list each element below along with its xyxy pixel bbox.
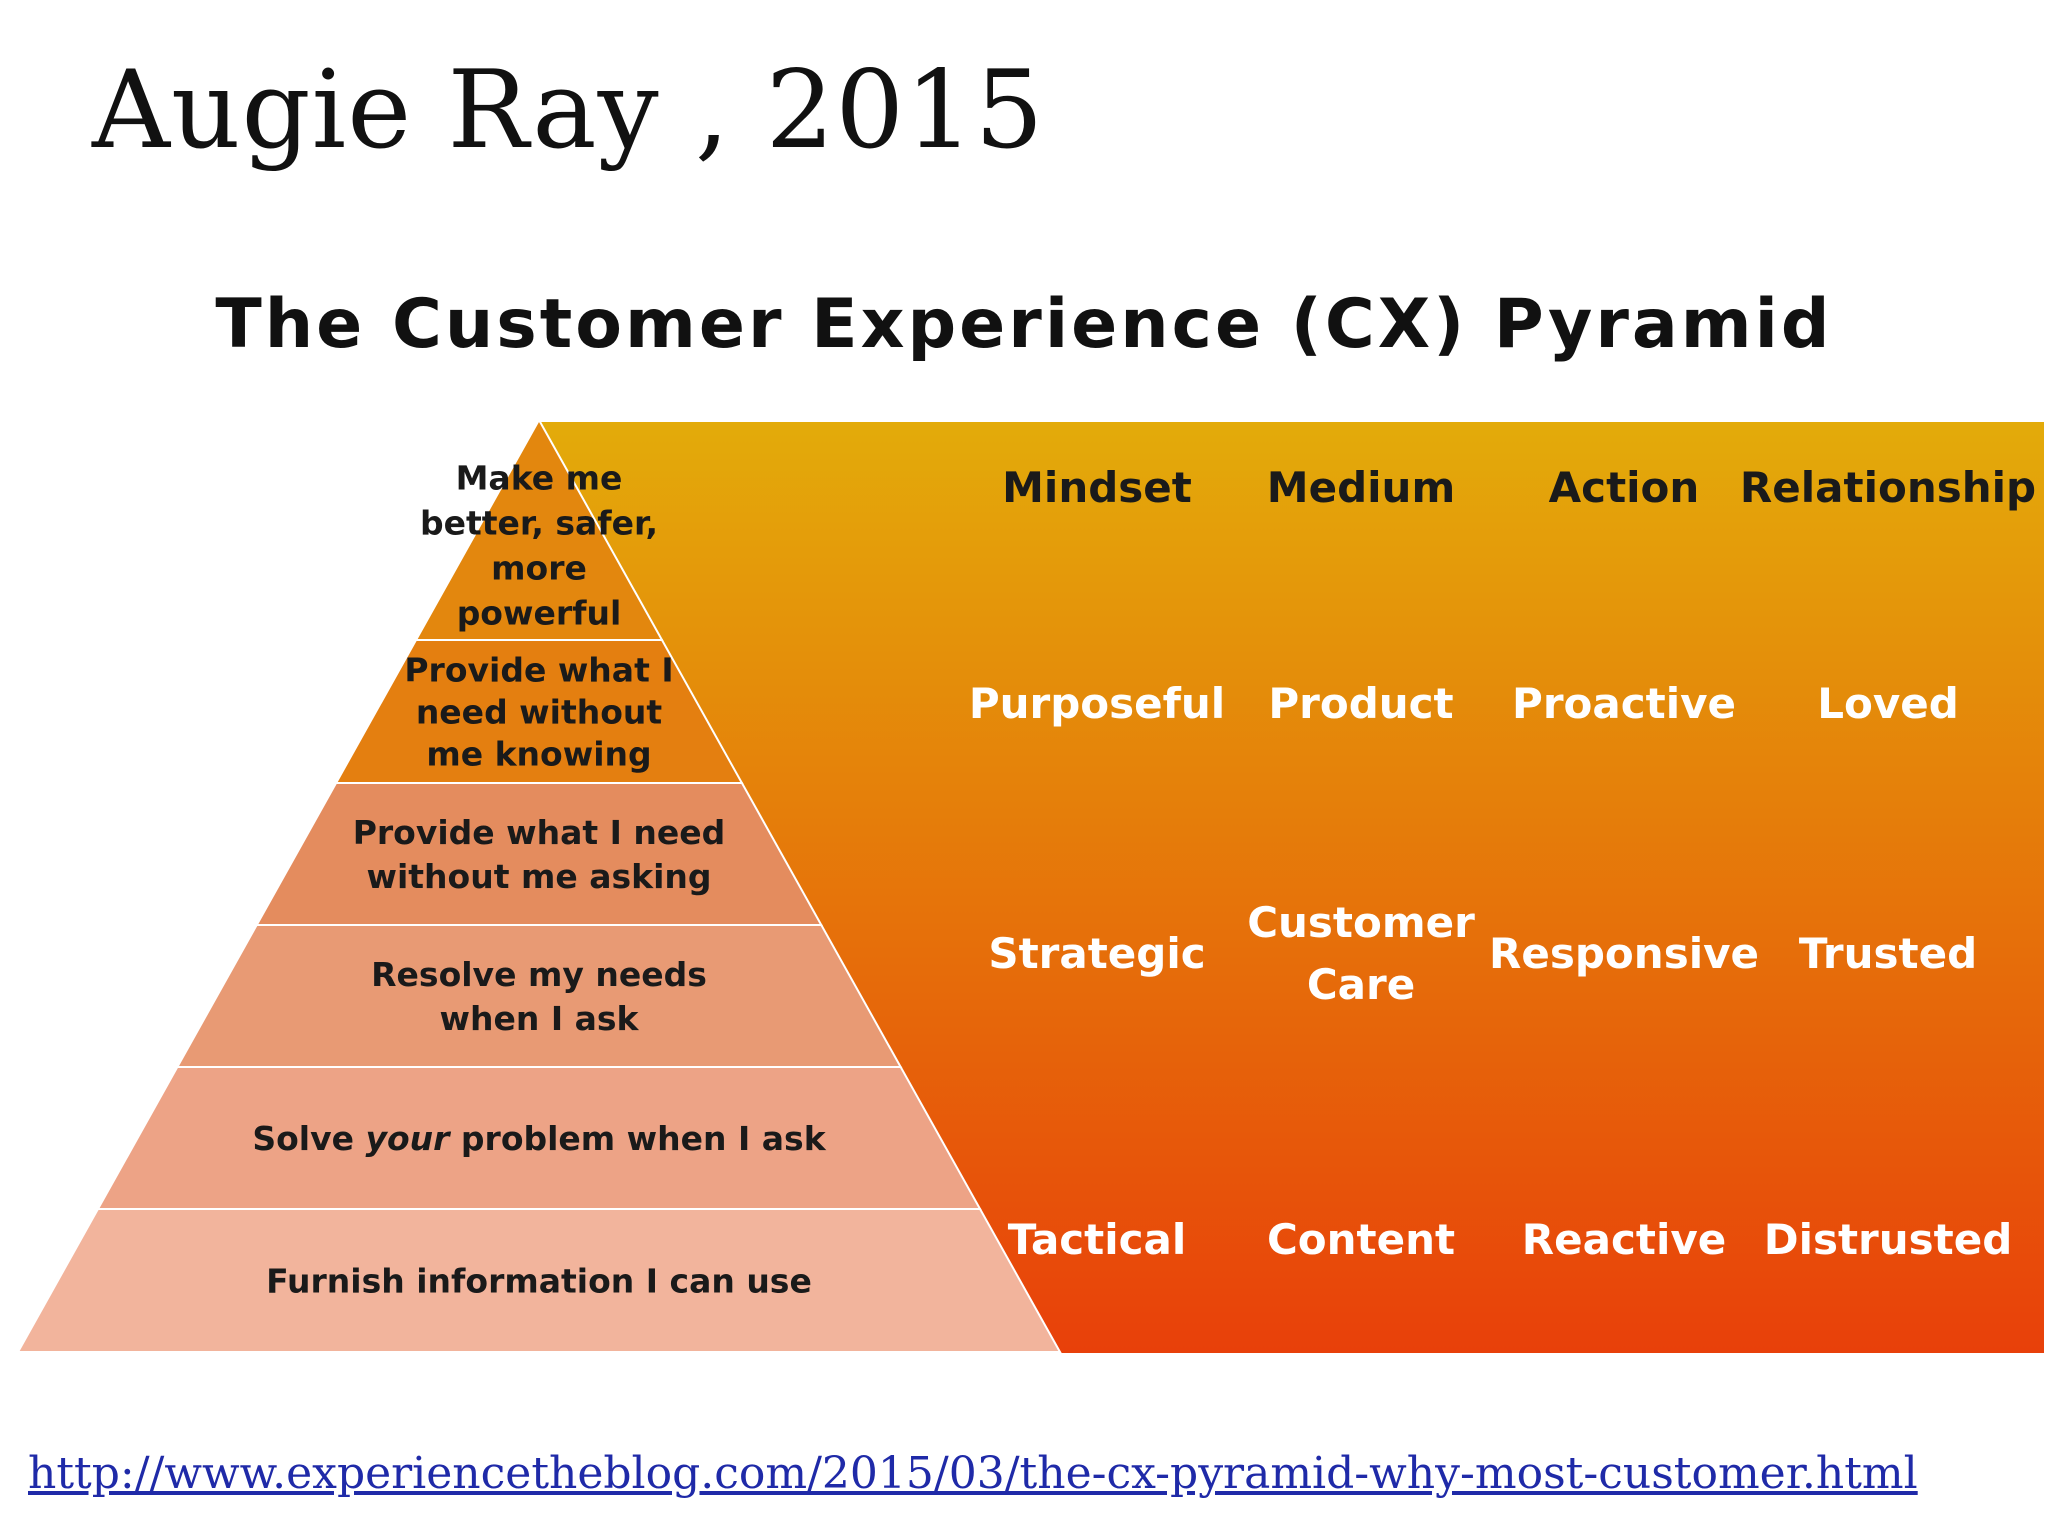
column-header-mindset: Mindset [1002,463,1192,512]
cell-tactical: Tactical [1008,1215,1187,1264]
cell-customer-care: Customer Care [1247,898,1475,1009]
pyramid-tier-6 [16,1208,1062,1353]
cell-product: Product [1268,679,1453,728]
pyramid-tier-3 [254,782,824,926]
source-link[interactable]: http://www.experiencetheblog.com/2015/03… [28,1448,1918,1499]
column-header-relationship: Relationship [1740,463,2036,512]
pyramid-tier-label-6: Furnish information I can use [266,1262,812,1301]
cell-distrusted: Distrusted [1764,1215,2013,1264]
attribute-panel-background [539,422,2044,1353]
slide-title: Augie Ray , 2015 [92,48,1045,173]
pyramid-tier-4 [175,924,903,1068]
column-header-medium: Medium [1267,463,1455,512]
cell-purposeful: Purposeful [969,679,1225,728]
column-header-action: Action [1549,463,1700,512]
pyramid-tier-label-5: Solve your problem when I ask [252,1119,826,1158]
pyramid-tier-label-4: Resolve my needs when I ask [371,955,707,1038]
cell-content: Content [1267,1215,1455,1264]
cell-strategic: Strategic [988,929,1205,978]
pyramid-tier-label-1: Make me better, safer, more powerful [420,459,658,633]
cell-reactive: Reactive [1522,1215,1726,1264]
diagram-title: The Customer Experience (CX) Pyramid [215,285,1833,364]
pyramid-tier-label-3: Provide what I need without me asking [353,813,726,896]
cell-trusted: Trusted [1799,929,1977,978]
cell-responsive: Responsive [1489,929,1759,978]
cell-loved: Loved [1817,679,1959,728]
cell-proactive: Proactive [1512,679,1736,728]
